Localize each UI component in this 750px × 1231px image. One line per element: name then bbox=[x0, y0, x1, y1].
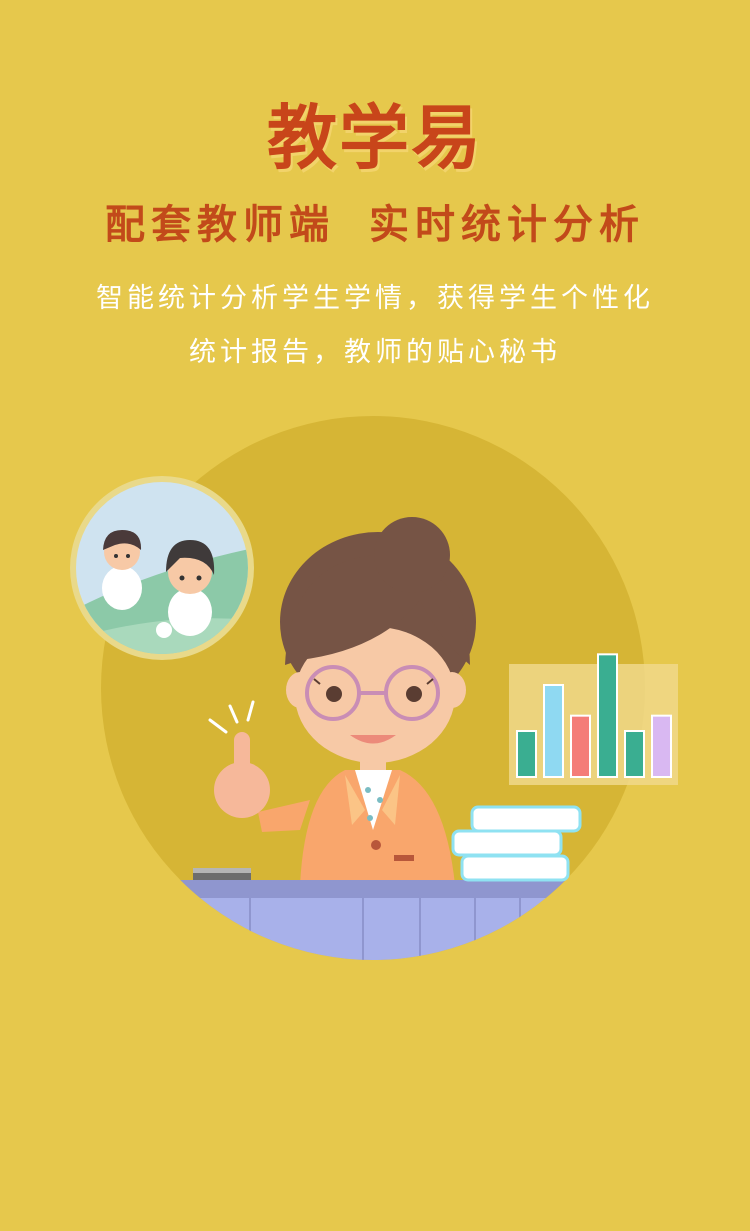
hair-bun bbox=[374, 517, 450, 593]
description-line-2: 统计报告，教师的贴心秘书 bbox=[189, 337, 561, 368]
thumbs-up-hand bbox=[214, 762, 270, 818]
desk-front bbox=[101, 898, 645, 960]
chart-bar-6 bbox=[651, 714, 672, 779]
teacher-illustration bbox=[70, 416, 678, 960]
chart-panel bbox=[509, 664, 678, 785]
chart-bar-3 bbox=[570, 714, 591, 779]
teacher-jacket bbox=[300, 770, 455, 885]
description: 智能统计分析学生学情，获得学生个性化 统计报告，教师的贴心秘书 bbox=[60, 272, 690, 380]
book-stack bbox=[451, 805, 582, 882]
app-title: 教学易 bbox=[267, 97, 483, 179]
bar-chart bbox=[516, 653, 672, 779]
kids-photo bbox=[76, 482, 248, 654]
chart-bar-5 bbox=[624, 730, 645, 778]
desk-top bbox=[101, 880, 645, 898]
chart-bar-4 bbox=[597, 653, 618, 778]
subtitle: 配套教师端 实时统计分析 bbox=[105, 202, 645, 248]
chart-bar-2 bbox=[543, 684, 564, 778]
chart-bar-1 bbox=[516, 730, 537, 778]
description-line-1: 智能统计分析学生学情，获得学生个性化 bbox=[96, 283, 654, 314]
